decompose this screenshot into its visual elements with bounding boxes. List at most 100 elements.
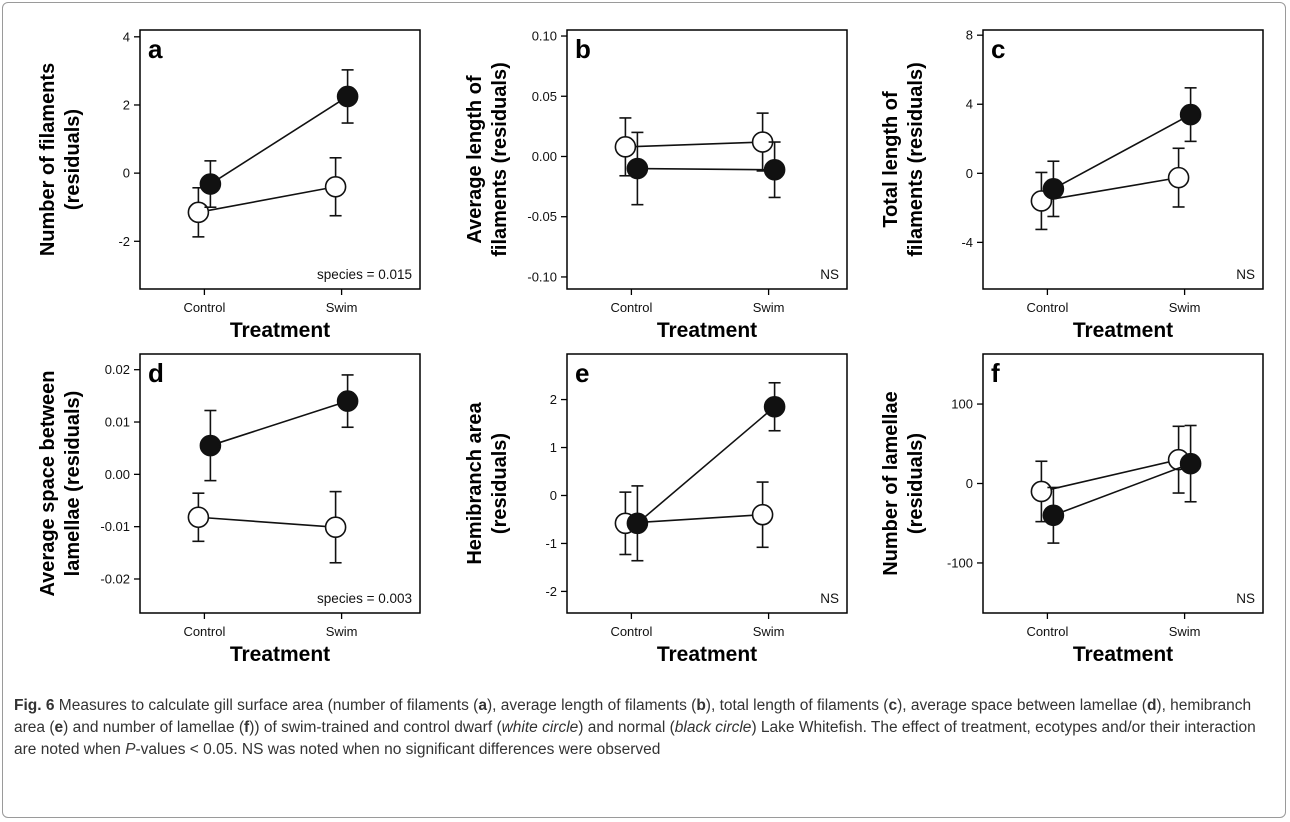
y-axis-title-line: lamellae (residuals) — [62, 391, 84, 577]
panel-letter: e — [575, 358, 589, 388]
caption-fig-label: Fig. 6 — [14, 697, 55, 714]
y-tick-label: 0 — [966, 166, 973, 181]
y-tick-label: 0.02 — [105, 362, 130, 377]
panel-letter: a — [148, 34, 163, 64]
y-tick-label: 0.00 — [105, 467, 130, 482]
significance-note: NS — [1236, 267, 1255, 282]
y-tick-label: -1 — [545, 536, 557, 551]
series-line-dwarf — [625, 513, 763, 525]
caption-segment: d — [1146, 697, 1157, 714]
data-point-open — [324, 516, 347, 538]
chart-panel-f: -100 0 100 Control Swim Treatment Number of la… — [880, 353, 1264, 666]
y-axis-title-line: Average length of — [464, 75, 486, 244]
x-tick-label-control: Control — [183, 624, 225, 639]
y-tick-label: 8 — [966, 28, 973, 43]
data-point-open — [187, 201, 210, 224]
data-point-filled — [1042, 178, 1065, 200]
panel-letter: d — [148, 358, 164, 388]
data-point-open — [324, 175, 347, 198]
significance-note: NS — [1236, 591, 1255, 606]
x-axis-title: Treatment — [230, 319, 330, 342]
caption-segment: f — [244, 719, 250, 736]
x-tick-label-swim: Swim — [326, 624, 358, 639]
y-tick-label: 0.01 — [105, 415, 130, 430]
data-point-filled — [1179, 103, 1202, 126]
y-axis-title-line: (residuals) — [62, 109, 84, 210]
y-tick-label: 2 — [123, 97, 130, 112]
data-point-filled — [336, 390, 359, 412]
y-axis-title-line: (residuals) — [905, 433, 927, 534]
y-axis-title-line: Number of lamellae — [880, 391, 902, 576]
x-axis-title: Treatment — [1073, 643, 1173, 666]
caption-text: Measures to calculate gill surface area … — [14, 697, 1256, 758]
x-tick-label-control: Control — [610, 300, 652, 315]
x-tick-label-control: Control — [1026, 300, 1068, 315]
series-line-dwarf — [1041, 458, 1179, 493]
series-line-normal — [637, 167, 775, 171]
chart-panel-e: -2 -1 0 1 2 Control Swim Treatment Hemibranch ar… — [464, 353, 848, 666]
x-tick-label-swim: Swim — [753, 624, 785, 639]
data-point-filled — [626, 157, 649, 180]
caption-segment: c — [888, 697, 898, 714]
y-tick-label: -100 — [947, 555, 973, 570]
y-tick-label: -0.10 — [527, 269, 557, 284]
caption-segment: ), average space between lamellae ( — [897, 697, 1147, 714]
series-line-normal — [1053, 113, 1191, 190]
data-point-filled — [763, 395, 786, 418]
x-tick-label-control: Control — [610, 624, 652, 639]
data-point-filled — [199, 434, 222, 457]
plot-frame — [566, 353, 848, 614]
data-point-filled — [336, 85, 359, 108]
caption-segment: b — [696, 697, 706, 714]
chart-panel-c: -4 0 4 8 Control Swim Treatment Total length of… — [880, 28, 1264, 342]
significance-note: NS — [820, 591, 839, 606]
chart-panel-a: -2 0 2 4 Control Swim Treatment Number of filam… — [37, 29, 421, 342]
panel-letter: f — [991, 358, 1000, 388]
plot-frame — [139, 29, 421, 290]
caption-segment: ) and normal ( — [578, 719, 675, 736]
x-tick-label-control: Control — [183, 300, 225, 315]
caption-segment: e — [54, 719, 64, 736]
significance-note: NS — [820, 267, 839, 282]
x-tick-label-swim: Swim — [1169, 300, 1201, 315]
y-tick-label: -2 — [118, 234, 130, 249]
y-tick-label: 0.05 — [532, 89, 557, 104]
caption-segment: )) of swim-trained and control dwarf ( — [249, 719, 502, 736]
caption-segment: black circle — [674, 719, 752, 736]
plot-frame — [139, 353, 421, 614]
data-point-filled — [626, 512, 649, 535]
data-point-open — [1030, 480, 1053, 503]
y-tick-label: 0 — [123, 166, 130, 181]
series-line-dwarf — [198, 185, 336, 214]
y-tick-label: 0.00 — [532, 149, 557, 164]
series-line-normal — [209, 95, 349, 185]
y-axis-title-line: Hemibranch area — [464, 401, 486, 564]
panel-letter: b — [575, 34, 591, 64]
figure-caption: Fig. 6 Measures to calculate gill surfac… — [14, 695, 1276, 761]
plot-frame — [982, 353, 1264, 614]
caption-segment: -values < 0.05. NS was noted when no sig… — [135, 741, 661, 758]
data-point-open — [187, 506, 210, 529]
series-line-normal — [210, 400, 348, 447]
caption-segment: Measures to calculate gill surface area … — [54, 697, 479, 714]
data-point-open — [751, 503, 774, 526]
y-tick-label: -0.05 — [527, 209, 557, 224]
series-line-normal — [1053, 462, 1191, 517]
caption-segment: ), hemibranch area ( — [14, 697, 1252, 736]
significance-note: species = 0.015 — [317, 267, 412, 282]
chart-grid: -2 0 2 4 Control Swim Treatment Number of filam… — [37, 28, 1264, 666]
caption-segment: P — [125, 741, 136, 758]
y-tick-label: -0.01 — [100, 519, 130, 534]
x-axis-title: Treatment — [657, 643, 757, 666]
x-tick-label-swim: Swim — [1169, 624, 1201, 639]
data-point-filled — [1179, 452, 1202, 475]
significance-note: species = 0.003 — [317, 591, 412, 606]
y-tick-label: 0 — [966, 476, 973, 491]
caption-segment: white circle — [501, 719, 579, 736]
chart-panel-d: -0.02 -0.01 0.00 0.01 0.02 Control Swim Treatme… — [37, 353, 421, 666]
plot-frame — [566, 29, 848, 290]
y-axis-title-line: filaments (residuals) — [489, 62, 511, 257]
y-tick-label: 1 — [550, 440, 557, 455]
caption-segment: ) Lake Whitefish. The effect of treatmen… — [14, 719, 1256, 758]
